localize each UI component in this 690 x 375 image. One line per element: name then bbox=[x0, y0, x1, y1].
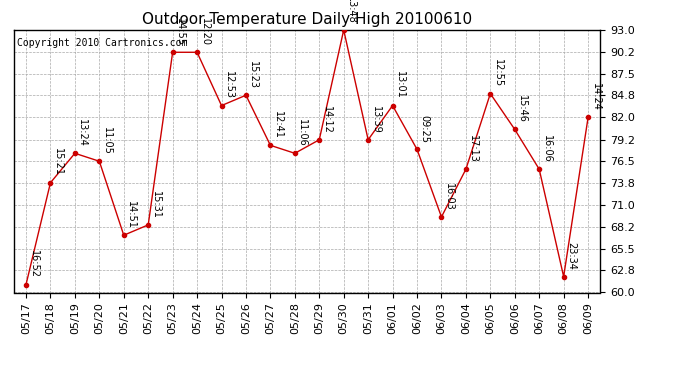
Text: 15:31: 15:31 bbox=[150, 190, 161, 219]
Text: 16:06: 16:06 bbox=[542, 135, 551, 163]
Text: 15:46: 15:46 bbox=[518, 95, 527, 123]
Title: Outdoor Temperature Daily High 20100610: Outdoor Temperature Daily High 20100610 bbox=[142, 12, 472, 27]
Text: 23:34: 23:34 bbox=[566, 242, 576, 270]
Text: 14:55: 14:55 bbox=[175, 18, 185, 46]
Text: 14:24: 14:24 bbox=[591, 83, 600, 111]
Text: 11:05: 11:05 bbox=[102, 127, 112, 155]
Text: 13:39: 13:39 bbox=[371, 106, 381, 134]
Text: 12:41: 12:41 bbox=[273, 111, 283, 139]
Text: 14:51: 14:51 bbox=[126, 201, 136, 229]
Text: 13:24: 13:24 bbox=[77, 119, 88, 147]
Text: 13:01: 13:01 bbox=[395, 72, 405, 99]
Text: 12:55: 12:55 bbox=[493, 59, 503, 87]
Text: 15:23: 15:23 bbox=[248, 61, 258, 89]
Text: 09:25: 09:25 bbox=[420, 115, 429, 143]
Text: 12:53: 12:53 bbox=[224, 71, 234, 99]
Text: 11:06: 11:06 bbox=[297, 119, 307, 147]
Text: 14:12: 14:12 bbox=[322, 105, 332, 134]
Text: 15:21: 15:21 bbox=[53, 148, 63, 176]
Text: Copyright 2010 Cartronics.com: Copyright 2010 Cartronics.com bbox=[17, 38, 187, 48]
Text: 12:20: 12:20 bbox=[199, 18, 210, 46]
Text: 16:52: 16:52 bbox=[28, 250, 39, 278]
Text: 16:03: 16:03 bbox=[444, 183, 454, 211]
Text: 17:13: 17:13 bbox=[469, 135, 478, 163]
Text: 13:48: 13:48 bbox=[346, 0, 356, 24]
